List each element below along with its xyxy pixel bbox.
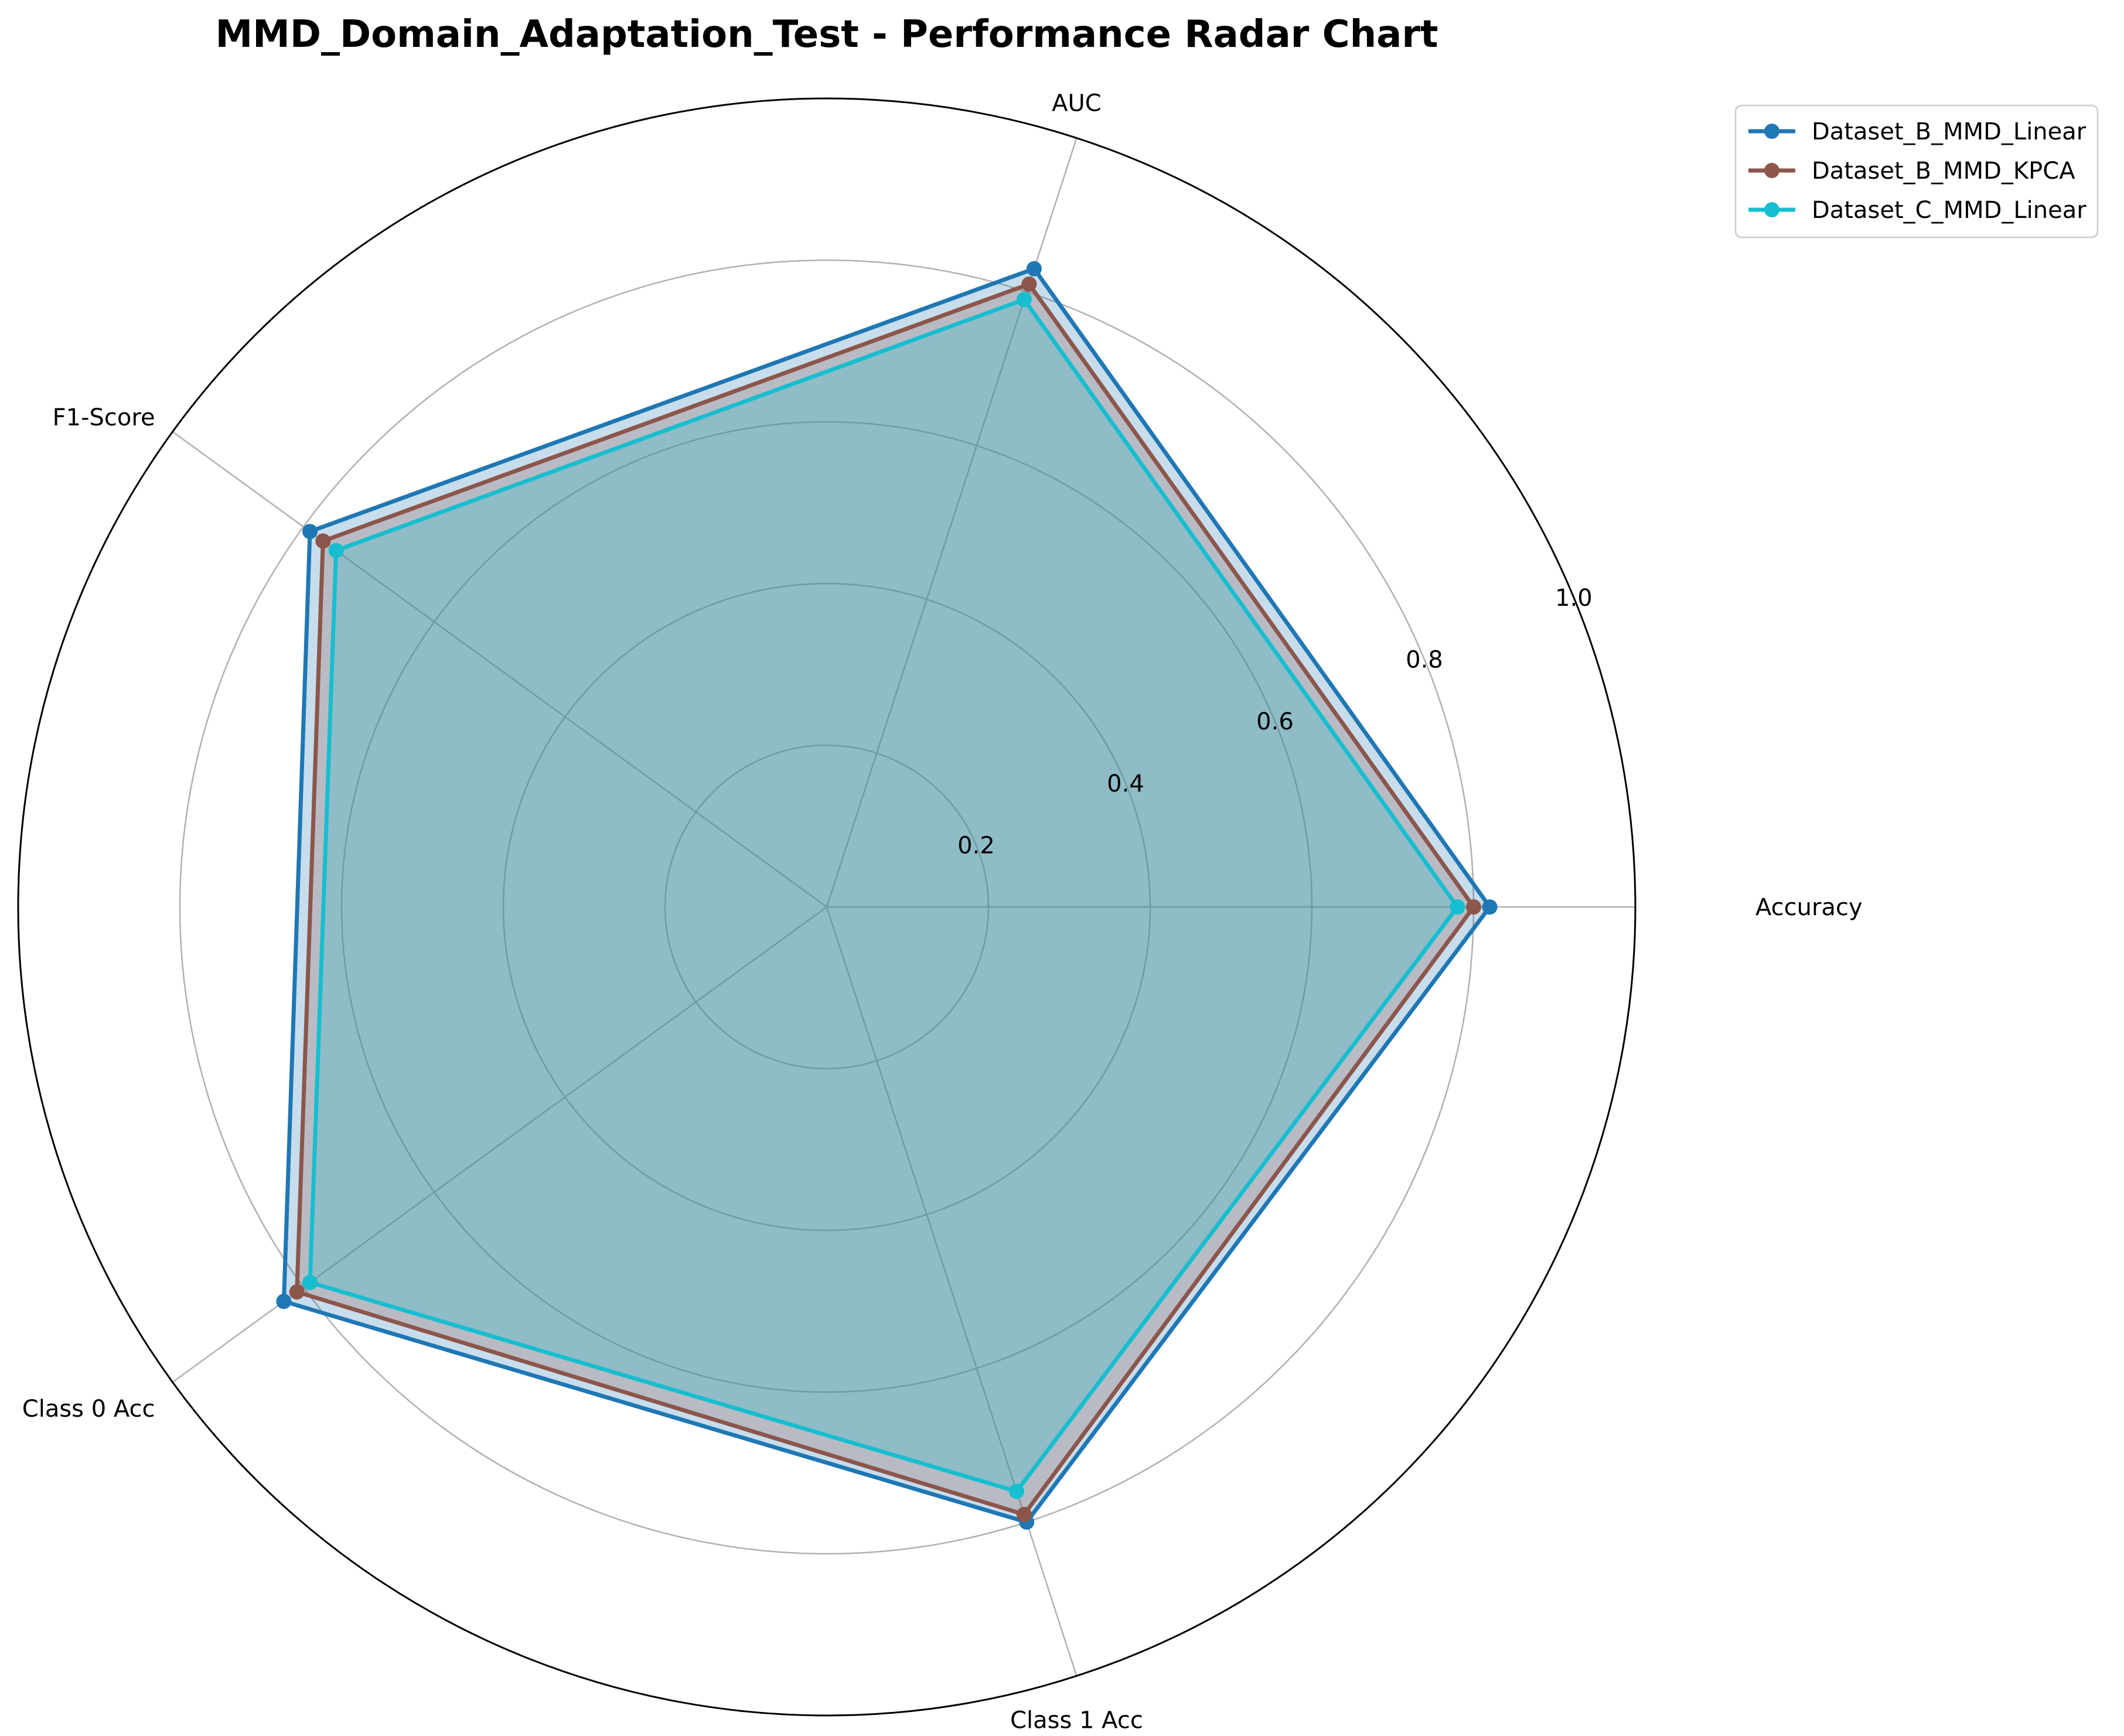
legend-entry: Dataset_B_MMD_KPCA: [1748, 158, 2075, 185]
radial-tick-label: 0.2: [957, 832, 995, 859]
data-point: [1026, 261, 1042, 277]
radar-series: [276, 261, 1498, 1530]
radial-tick-label: 0.4: [1107, 770, 1144, 797]
data-point: [1016, 292, 1032, 308]
axis-label: Class 0 Acc: [22, 1396, 155, 1423]
data-point: [315, 533, 331, 549]
data-point: [1450, 899, 1465, 915]
radial-tick-label: 0.6: [1256, 708, 1294, 735]
series-Dataset_C_MMD_Linear: [302, 292, 1465, 1499]
axis-label: AUC: [1052, 90, 1102, 117]
data-point: [1016, 1506, 1032, 1522]
axis-label: Accuracy: [1755, 894, 1863, 921]
legend-frame: [1734, 104, 2099, 238]
data-point: [276, 1294, 292, 1309]
data-point: [302, 1274, 318, 1290]
legend-marker: [1764, 124, 1779, 139]
series-area: [284, 268, 1490, 1523]
series-line: [281, 267, 1492, 1524]
data-point: [302, 524, 318, 540]
chart-title: MMD_Domain_Adaptation_Test - Performance…: [215, 13, 1438, 56]
angular-gridline: [826, 906, 1078, 1676]
data-point: [1466, 899, 1481, 915]
radar-labels: Accuracy AUC F1-Score Class 0 Acc Class 1 Ac…: [22, 90, 1863, 1734]
chart-legend: Dataset_B_MMD_Linear Dataset_B_MMD_KPCA Da…: [1734, 104, 2099, 238]
series-area: [296, 284, 1474, 1515]
radial-tick-label: 1.0: [1555, 585, 1593, 612]
angular-gridline: [172, 431, 827, 908]
series-line: [308, 297, 1460, 1493]
legend-marker: [1764, 202, 1779, 217]
legend-marker: [1764, 163, 1779, 178]
polar-frame: [17, 97, 1637, 1717]
data-point: [328, 543, 344, 558]
series-Dataset_B_MMD_KPCA: [289, 276, 1481, 1522]
axis-label: Class 1 Acc: [1010, 1707, 1143, 1734]
axis-label: F1-Score: [53, 404, 155, 431]
legend-label: Dataset_B_MMD_Linear: [1812, 118, 2087, 145]
data-point: [289, 1284, 305, 1300]
radial-tick-label: 0.8: [1406, 647, 1443, 674]
series-area: [310, 299, 1458, 1492]
series-line: [295, 282, 1476, 1517]
legend-entry: Dataset_B_MMD_Linear: [1748, 118, 2087, 145]
legend-entry: Dataset_C_MMD_Linear: [1748, 197, 2087, 224]
data-point: [1021, 276, 1037, 292]
legend-label: Dataset_B_MMD_KPCA: [1812, 158, 2075, 185]
data-point: [1482, 899, 1498, 915]
legend-label: Dataset_C_MMD_Linear: [1812, 197, 2087, 224]
data-point: [1009, 1483, 1025, 1499]
